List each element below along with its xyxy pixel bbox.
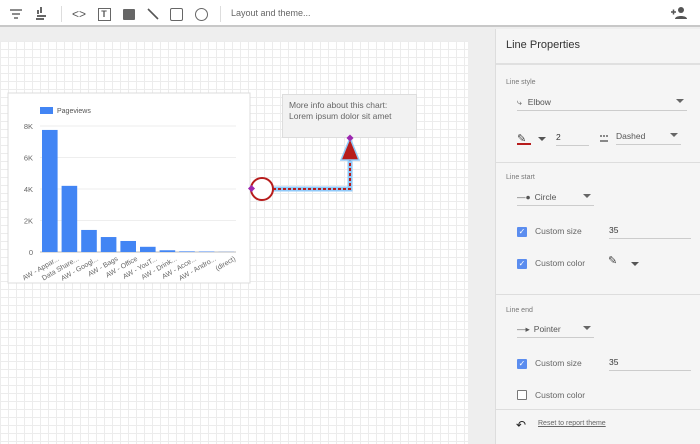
line-start-value: Circle <box>534 192 557 202</box>
legend-label: Pageviews <box>57 108 91 115</box>
legend-swatch <box>40 107 53 114</box>
dash-style-dropdown[interactable]: Dashed <box>616 129 681 145</box>
reset-theme-link[interactable]: Reset to report theme <box>538 420 606 427</box>
dash-style-value: Dashed <box>616 131 646 141</box>
y-tick-label: 4K <box>24 185 33 194</box>
line-weight-input[interactable]: 2 <box>556 132 589 146</box>
line-icon[interactable] <box>144 5 162 23</box>
panel-title: Line Properties <box>496 29 700 65</box>
custom-color-checkbox[interactable] <box>517 390 527 400</box>
toolbar: <> T Layout and theme... <box>0 0 700 27</box>
image-icon[interactable] <box>120 5 138 23</box>
custom-color-label: Custom color <box>535 258 586 268</box>
chevron-down-icon <box>670 133 678 137</box>
line-start-label: Line start <box>506 174 535 181</box>
line-end-value: Pointer <box>533 324 561 334</box>
undo-icon[interactable]: ↶ <box>516 418 527 432</box>
line-color-picker[interactable]: ✎ <box>517 129 531 145</box>
text-line: Lorem ipsum dolor sit amet <box>289 111 392 121</box>
bar <box>120 240 136 252</box>
text-box[interactable]: More info about this chart: Lorem ipsum … <box>282 94 417 138</box>
pencil-icon: ✎ <box>517 133 527 145</box>
bar <box>81 229 97 252</box>
custom-size-checkbox[interactable]: ✓ <box>517 359 527 369</box>
data-control-icon[interactable] <box>32 5 50 23</box>
layout-and-theme-button[interactable]: Layout and theme... <box>231 8 311 18</box>
y-tick-label: 2K <box>24 217 33 226</box>
text-line: More info about this chart: <box>289 100 388 110</box>
bar <box>100 237 117 252</box>
y-tick-label: 8K <box>24 122 33 131</box>
color-dropdown-arrow[interactable] <box>631 262 639 266</box>
y-tick-label: 0 <box>29 248 33 257</box>
circle-end-icon: —● <box>517 192 531 202</box>
divider <box>220 6 221 22</box>
line-start-dropdown[interactable]: —● Circle <box>517 190 594 206</box>
add-person-icon[interactable] <box>670 4 688 22</box>
custom-size-input[interactable]: 35 <box>609 225 691 239</box>
bar <box>61 185 78 252</box>
custom-color-checkbox[interactable]: ✓ <box>517 259 527 269</box>
custom-size-input[interactable]: 35 <box>609 357 691 371</box>
filter-icon[interactable] <box>7 5 25 23</box>
pencil-icon[interactable]: ✎ <box>608 255 618 267</box>
custom-size-label: Custom size <box>535 226 582 236</box>
report-canvas: 0 2K 4K 6K 8K Pageviews AW - Appar... Data Shar… <box>0 29 495 444</box>
dash-style-icon <box>600 135 608 142</box>
bar <box>140 246 156 252</box>
chevron-down-icon <box>583 326 591 330</box>
circle-icon[interactable] <box>192 5 210 23</box>
custom-color-label: Custom color <box>535 390 586 400</box>
chevron-down-icon <box>676 99 684 103</box>
embed-code-icon[interactable]: <> <box>71 7 86 21</box>
custom-size-checkbox[interactable]: ✓ <box>517 227 527 237</box>
line-type-value: Elbow <box>527 97 551 107</box>
bar <box>179 251 195 252</box>
custom-size-label: Custom size <box>535 358 582 368</box>
line-type-dropdown[interactable]: ⤷ Elbow <box>517 95 687 111</box>
elbow-icon: ⤷ <box>517 97 522 107</box>
line-end-label: Line end <box>506 307 533 314</box>
line-properties-panel: Line Properties Line style ⤷ Elbow ✎ 2 Da… <box>495 29 700 444</box>
bar <box>42 129 58 252</box>
line-style-label: Line style <box>506 79 536 86</box>
report-page[interactable]: 0 2K 4K 6K 8K Pageviews AW - Appar... Data Shar… <box>0 41 468 444</box>
color-dropdown-arrow[interactable] <box>538 137 546 141</box>
chevron-down-icon <box>583 194 591 198</box>
divider <box>61 6 62 22</box>
bar <box>159 250 176 252</box>
pointer-end-icon: —▸ <box>517 324 530 334</box>
rectangle-icon[interactable] <box>167 5 185 23</box>
y-tick-label: 6K <box>24 154 33 163</box>
line-end-dropdown[interactable]: —▸ Pointer <box>517 322 594 338</box>
text-icon[interactable]: T <box>95 5 113 23</box>
